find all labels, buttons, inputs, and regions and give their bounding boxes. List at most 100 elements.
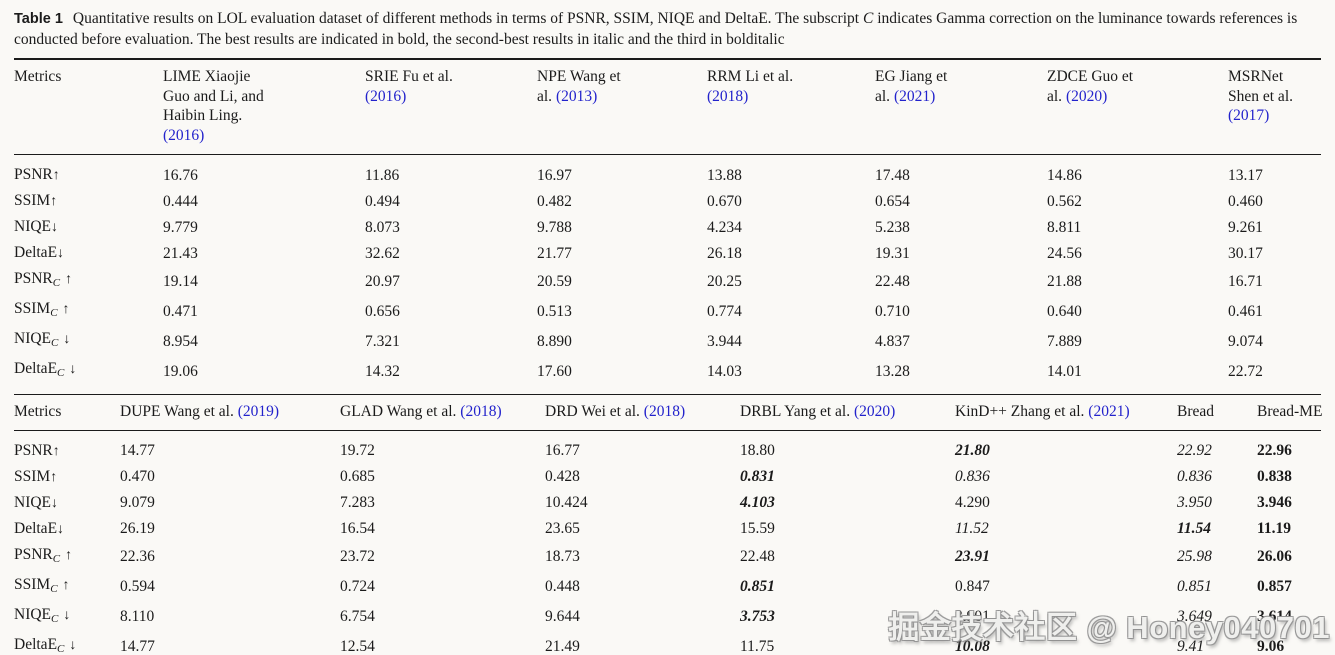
method-name: Bread bbox=[1177, 403, 1215, 420]
metric-value-cell: 8.073 bbox=[365, 218, 400, 236]
up-arrow-icon: ↑ bbox=[65, 547, 73, 563]
metric-value-cell: 3.950 bbox=[1177, 494, 1212, 511]
method-column-header: RRM Li et al. (2018) bbox=[707, 59, 875, 155]
table-row: NIQE↓ 9.779 8.073 9.788 4.234 5.238 8.811 9.261 bbox=[14, 214, 1321, 240]
metric-value-cell: 4.103 bbox=[740, 494, 775, 511]
metric-value-cell: 14.86 bbox=[1047, 166, 1082, 184]
metric-value-cell: 19.31 bbox=[875, 244, 910, 262]
metric-value-cell: 13.88 bbox=[707, 166, 742, 184]
metric-value-cell: 19.72 bbox=[340, 442, 375, 459]
method-column-header: LIME Xiaojie Guo and Li, and Haibin Ling… bbox=[163, 59, 365, 155]
metric-label: SSIMC ↑ bbox=[14, 300, 70, 319]
caption-subscript-c: C bbox=[862, 10, 874, 27]
metric-label: PSNR↑ bbox=[14, 166, 60, 183]
metric-value-cell: 21.49 bbox=[545, 638, 580, 655]
citation-link[interactable]: (2017) bbox=[1228, 107, 1270, 124]
metric-value-cell: 21.80 bbox=[955, 442, 990, 459]
metric-value-cell: 9.074 bbox=[1228, 332, 1263, 350]
method-column-header: ZDCE Guo et al. (2020) bbox=[1047, 59, 1228, 155]
table-row: NIQE↓ 9.079 7.283 10.424 4.103 4.290 3.950 3.94… bbox=[14, 490, 1321, 516]
metric-value-cell: 17.48 bbox=[875, 166, 910, 184]
metric-value-cell: 4.290 bbox=[955, 494, 990, 511]
metric-value-cell: 0.838 bbox=[1257, 468, 1292, 485]
method-name: DRD Wei et al. (2018) bbox=[545, 403, 686, 420]
metrics-column-header: Metrics bbox=[14, 68, 62, 85]
metric-value-cell: 22.48 bbox=[740, 548, 775, 565]
down-arrow-icon: ↓ bbox=[69, 362, 77, 377]
method-name: EG Jiang et al. (2021) bbox=[875, 68, 948, 105]
metric-value-cell: 0.460 bbox=[1228, 192, 1263, 210]
citation-link[interactable]: (2016) bbox=[163, 126, 205, 144]
citation-link[interactable]: (2021) bbox=[1088, 403, 1130, 420]
metric-value-cell: 10.08 bbox=[955, 638, 990, 655]
metric-value-cell: 13.17 bbox=[1228, 166, 1263, 184]
table-row: SSIMC ↑ 0.471 0.656 0.513 0.774 0.710 0.640 0.46… bbox=[14, 296, 1321, 326]
citation-link[interactable]: (2018) bbox=[460, 403, 502, 420]
metric-value-cell: 9.779 bbox=[163, 218, 198, 236]
down-arrow-icon: ↓ bbox=[57, 521, 65, 537]
down-arrow-icon: ↓ bbox=[63, 332, 71, 347]
metric-value-cell: 8.954 bbox=[163, 332, 198, 350]
metric-label: DeltaE↓ bbox=[14, 519, 65, 537]
metric-value-cell: 10.424 bbox=[545, 494, 588, 511]
up-arrow-icon: ↑ bbox=[52, 443, 60, 459]
method-name: RRM Li et al. (2018) bbox=[707, 68, 794, 105]
metric-subscript: C bbox=[52, 277, 61, 289]
table-row: NIQEC ↓ 8.954 7.321 8.890 3.944 4.837 7.889 9.07… bbox=[14, 326, 1321, 356]
citation-link[interactable]: (2020) bbox=[853, 403, 896, 420]
metric-value-cell: 6.754 bbox=[340, 608, 375, 625]
method-column-header: GLAD Wang et al. (2018) bbox=[340, 395, 545, 430]
metric-label: SSIM↑ bbox=[14, 467, 58, 485]
metric-value-cell: 0.857 bbox=[1257, 578, 1292, 595]
up-arrow-icon: ↑ bbox=[65, 272, 73, 287]
metric-subscript: C bbox=[51, 337, 59, 349]
metric-value-cell: 22.96 bbox=[1257, 442, 1292, 459]
metric-label: NIQE↓ bbox=[14, 218, 59, 235]
metric-value-cell: 9.41 bbox=[1177, 638, 1205, 655]
metric-value-cell: 0.851 bbox=[1177, 578, 1212, 595]
metric-value-cell: 9.079 bbox=[120, 494, 155, 511]
metric-value-cell: 20.25 bbox=[707, 272, 742, 290]
up-arrow-icon: ↑ bbox=[50, 469, 58, 485]
metric-subscript: C bbox=[51, 612, 59, 625]
metric-value-cell: 4.837 bbox=[875, 332, 910, 350]
citation-link[interactable]: (2016) bbox=[365, 87, 407, 105]
metric-value-cell: 0.847 bbox=[955, 578, 990, 595]
method-name: DRBL Yang et al. (2020) bbox=[740, 403, 896, 420]
table-row: PSNRC ↑ 22.36 23.72 18.73 22.48 23.91 25.98 26.0… bbox=[14, 542, 1321, 572]
citation-link[interactable]: (2019) bbox=[237, 403, 280, 420]
table-caption: Table 1 Quantitative results on LOL evalu… bbox=[14, 9, 1321, 50]
metric-value-cell: 16.71 bbox=[1228, 272, 1263, 290]
citation-link[interactable]: (2020) bbox=[1065, 87, 1108, 105]
metric-value-cell: 5.238 bbox=[875, 218, 910, 236]
table-row: DeltaEC ↓ 14.77 12.54 21.49 11.75 10.08 9.41 9.0… bbox=[14, 632, 1321, 655]
metric-label: NIQEC ↓ bbox=[14, 330, 71, 349]
table-row: PSNR↑ 14.77 19.72 16.77 18.80 21.80 22.92 22.96 bbox=[14, 430, 1321, 464]
header-row: Metrics LIME Xiaojie Guo and Li, and Haib… bbox=[14, 59, 1321, 155]
metric-value-cell: 7.889 bbox=[1047, 332, 1082, 350]
metric-value-cell: 25.98 bbox=[1177, 548, 1212, 565]
citation-link[interactable]: (2018) bbox=[643, 403, 686, 420]
metric-value-cell: 7.283 bbox=[340, 494, 375, 511]
metric-value-cell: 21.43 bbox=[163, 244, 198, 262]
down-arrow-icon: ↓ bbox=[51, 495, 59, 511]
citation-link[interactable]: (2021) bbox=[893, 87, 936, 105]
metric-value-cell: 8.890 bbox=[537, 332, 572, 350]
up-arrow-icon: ↑ bbox=[62, 577, 70, 593]
metric-value-cell: 0.724 bbox=[340, 578, 375, 595]
metric-value-cell: 0.513 bbox=[537, 302, 572, 320]
metric-value-cell: 0.851 bbox=[740, 578, 775, 595]
metric-value-cell: 23.72 bbox=[340, 548, 375, 565]
up-arrow-icon: ↑ bbox=[52, 168, 60, 183]
citation-link[interactable]: (2018) bbox=[707, 87, 749, 105]
metric-value-cell: 22.36 bbox=[120, 548, 155, 565]
metric-value-cell: 8.811 bbox=[1047, 218, 1082, 236]
citation-link[interactable]: (2013) bbox=[555, 87, 598, 105]
metric-value-cell: 14.77 bbox=[120, 638, 155, 655]
down-arrow-icon: ↓ bbox=[63, 607, 71, 623]
metric-value-cell: 17.60 bbox=[537, 362, 572, 380]
metric-value-cell: 18.73 bbox=[545, 548, 580, 565]
metric-value-cell: 0.640 bbox=[1047, 302, 1082, 320]
metric-value-cell: 0.710 bbox=[875, 302, 910, 320]
